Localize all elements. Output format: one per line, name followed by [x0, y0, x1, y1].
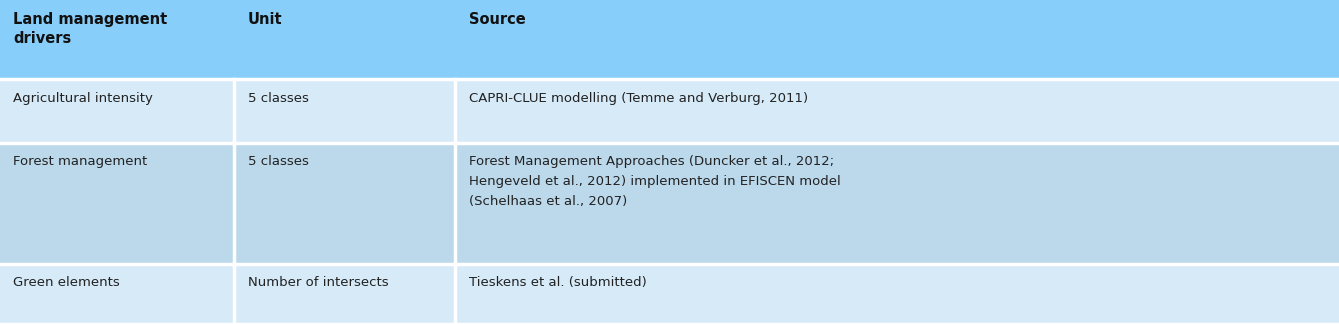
Text: 5 classes: 5 classes	[248, 92, 308, 105]
Text: Agricultural intensity: Agricultural intensity	[13, 92, 153, 105]
Text: Forest Management Approaches (Duncker et al., 2012;
Hengeveld et al., 2012) impl: Forest Management Approaches (Duncker et…	[469, 155, 841, 208]
Text: Green elements: Green elements	[13, 276, 121, 289]
Bar	[234, 143, 455, 264]
Text: Forest management: Forest management	[13, 155, 147, 168]
Text: Source: Source	[469, 12, 525, 27]
Bar	[0, 0, 234, 79]
Text: Unit: Unit	[248, 12, 283, 27]
Bar	[0, 264, 234, 324]
Text: Number of intersects: Number of intersects	[248, 276, 388, 289]
Bar	[455, 143, 1339, 264]
Bar	[234, 0, 455, 79]
Text: Land management
drivers: Land management drivers	[13, 12, 167, 46]
Bar	[234, 264, 455, 324]
Text: 5 classes: 5 classes	[248, 155, 308, 168]
Bar	[0, 79, 234, 143]
Bar	[0, 143, 234, 264]
Bar	[455, 0, 1339, 79]
Bar	[455, 79, 1339, 143]
Text: Tieskens et al. (submitted): Tieskens et al. (submitted)	[469, 276, 647, 289]
Text: CAPRI-CLUE modelling (Temme and Verburg, 2011): CAPRI-CLUE modelling (Temme and Verburg,…	[469, 92, 807, 105]
Bar	[234, 79, 455, 143]
Bar	[455, 264, 1339, 324]
